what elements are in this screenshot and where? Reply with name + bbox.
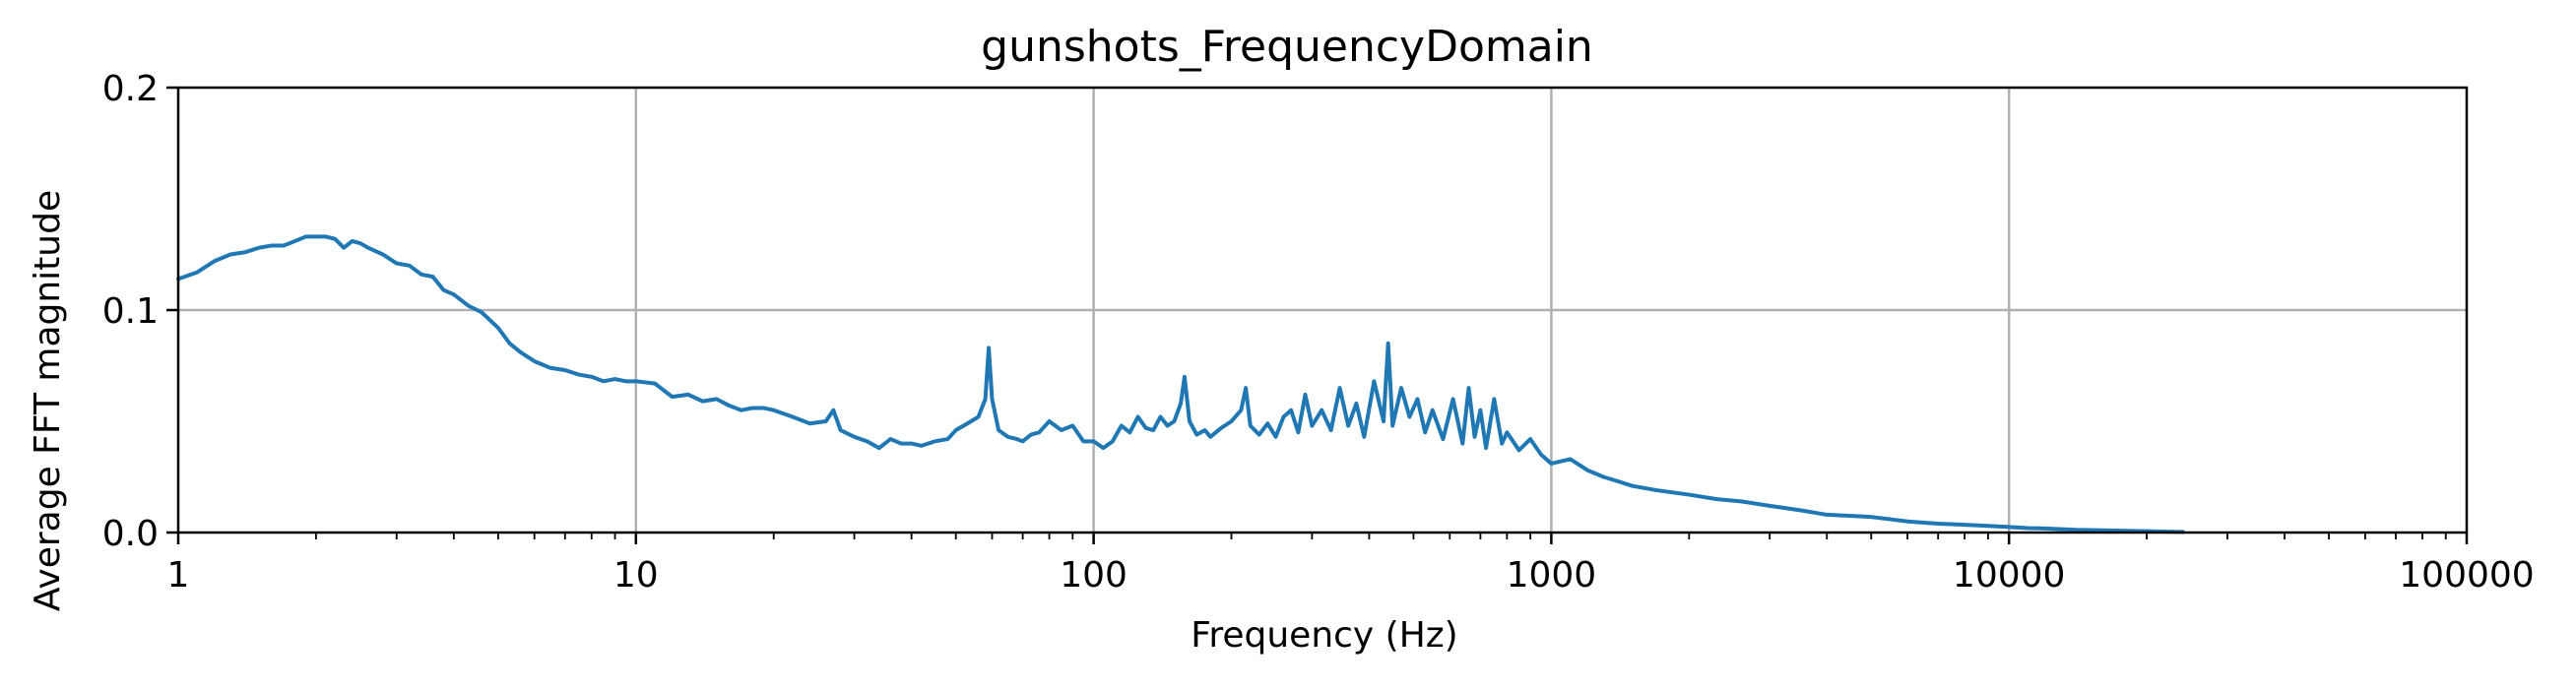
y-axis-label: Average FFT magnitude [28,190,68,611]
chart-title: gunshots_FrequencyDomain [981,22,1593,72]
x-tick-label: 10 [613,555,659,596]
y-tick-label: 0.1 [102,291,159,332]
grid [178,88,2467,533]
x-tick-label: 100 [1060,555,1127,596]
y-tick-label: 0.0 [102,514,159,554]
x-tick-label: 1 [167,555,190,596]
x-tick-label: 1000 [1507,555,1597,596]
x-tick-label: 10000 [1953,555,2066,596]
y-tick-label: 0.2 [102,69,159,109]
axis-ticks: 1 10 100 1000 10000 100000 0.0 0.1 0.2 [102,69,2535,596]
x-tick-label: 100000 [2399,555,2534,596]
plot-frame [176,86,2469,534]
x-axis-label: Frequency (Hz) [1191,615,1457,656]
series-line [176,234,2185,534]
